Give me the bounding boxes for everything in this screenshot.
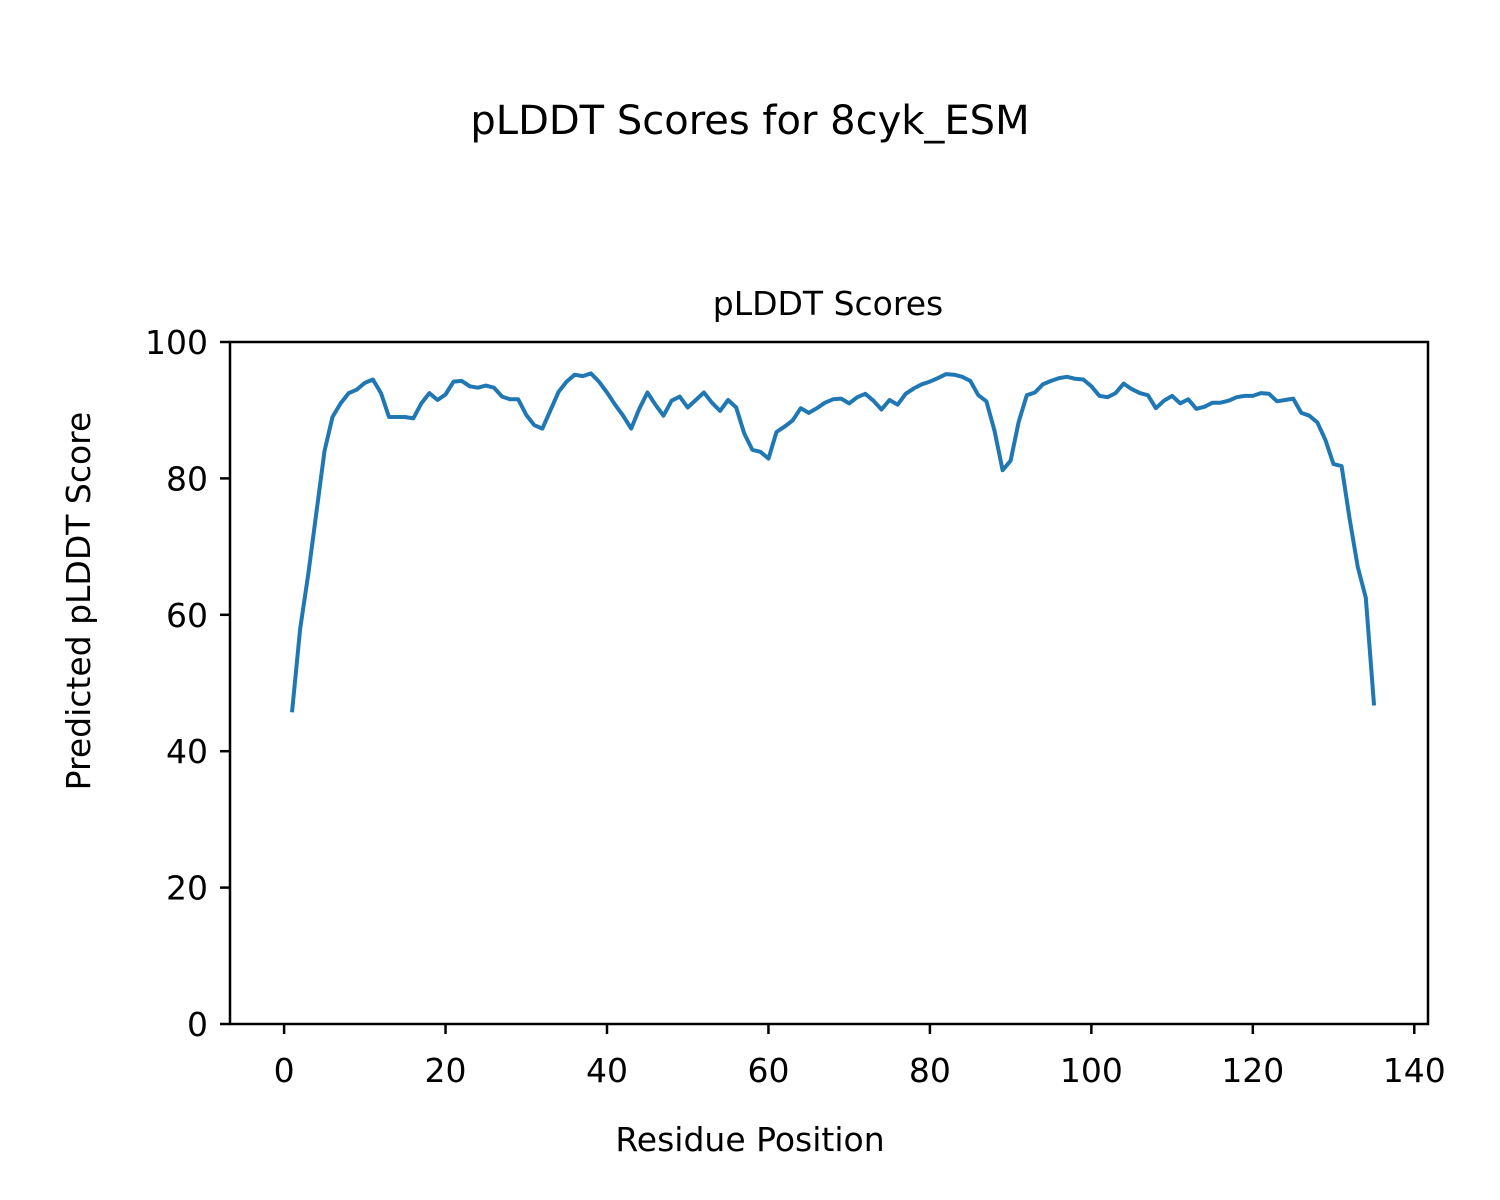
x-tick-label: 20	[425, 1051, 467, 1090]
y-tick-label: 20	[166, 869, 208, 908]
y-tick-label: 80	[166, 459, 208, 498]
series-layer	[290, 371, 1377, 713]
y-tick-label: 60	[166, 596, 208, 635]
x-tick-label: 100	[1060, 1051, 1123, 1090]
x-axis-label: Residue Position	[615, 1120, 884, 1159]
y-tick-label: 0	[187, 1005, 208, 1044]
axes-layer: 0 20 40 60 80 100 120 140 0 20 40 60 80 100	[145, 323, 1446, 1090]
x-tick-label: 140	[1383, 1051, 1446, 1090]
x-tick-label: 80	[909, 1051, 951, 1090]
y-tick-label: 100	[145, 323, 208, 362]
x-tick-label: 0	[274, 1051, 295, 1090]
y-axis-label: Predicted pLDDT Score	[59, 412, 98, 791]
axes-frame	[228, 340, 1430, 1026]
x-tick-label: 60	[747, 1051, 789, 1090]
figure-suptitle: pLDDT Scores for 8cyk_ESM	[470, 98, 1029, 144]
series-line-0	[290, 371, 1377, 713]
chart-title: pLDDT Scores	[713, 284, 943, 323]
x-tick-label: 120	[1221, 1051, 1284, 1090]
x-tick-label: 40	[586, 1051, 628, 1090]
y-tick-label: 40	[166, 732, 208, 771]
